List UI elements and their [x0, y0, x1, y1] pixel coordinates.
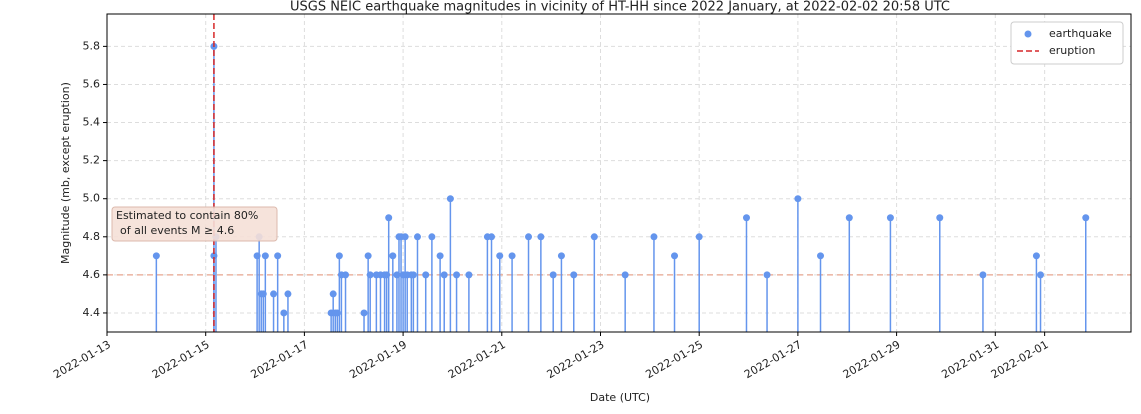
y-tick-label: 4.6	[83, 268, 101, 281]
point	[270, 290, 278, 298]
annotation-text: of all events M ≥ 4.6	[120, 224, 234, 237]
point	[413, 233, 421, 241]
point	[817, 252, 825, 260]
annotation-text: Estimated to contain 80%	[116, 209, 258, 222]
point	[385, 214, 393, 222]
point	[742, 214, 750, 222]
point	[886, 214, 894, 222]
point	[409, 271, 417, 279]
point	[979, 271, 987, 279]
point	[570, 271, 578, 279]
point	[671, 252, 679, 260]
x-tick-label: 2022-01-27	[742, 338, 804, 381]
y-tick-label: 5.2	[83, 154, 101, 167]
point	[465, 271, 473, 279]
point	[436, 252, 444, 260]
point	[335, 252, 343, 260]
point	[274, 252, 282, 260]
legend-label: eruption	[1049, 44, 1095, 57]
point	[342, 271, 350, 279]
y-tick-label: 5.6	[83, 77, 101, 90]
x-tick-label: 2022-01-13	[51, 338, 113, 381]
x-tick-label: 2022-01-17	[249, 338, 311, 381]
point	[794, 195, 802, 203]
point	[280, 309, 288, 317]
point	[366, 271, 374, 279]
x-tick-label: 2022-01-23	[545, 338, 607, 381]
point	[360, 309, 368, 317]
point	[695, 233, 703, 241]
x-tick-label: 2022-01-19	[347, 338, 409, 381]
point	[936, 214, 944, 222]
y-axis-label: Magnitude (mb, except eruption)	[59, 82, 72, 264]
point	[845, 214, 853, 222]
point	[763, 271, 771, 279]
legend-box	[1010, 21, 1124, 65]
point	[508, 252, 516, 260]
point	[557, 252, 565, 260]
y-tick-label: 5.4	[83, 116, 101, 129]
point	[590, 233, 598, 241]
point	[621, 271, 629, 279]
legend-label: earthquake	[1049, 27, 1112, 40]
x-axis-label: Date (UTC)	[590, 391, 650, 404]
point	[1032, 252, 1040, 260]
y-tick-label: 5.8	[83, 39, 101, 52]
point	[1037, 271, 1045, 279]
legend-marker	[1024, 30, 1032, 38]
annotation-box	[111, 206, 278, 242]
point	[488, 233, 496, 241]
point	[537, 233, 545, 241]
y-tick-label: 4.8	[83, 230, 101, 243]
point	[1082, 214, 1090, 222]
point	[284, 290, 292, 298]
point	[364, 252, 372, 260]
point	[152, 252, 160, 260]
point	[428, 233, 436, 241]
x-tick-label: 2022-01-15	[150, 338, 212, 381]
point	[440, 271, 448, 279]
point	[329, 290, 337, 298]
point	[549, 271, 557, 279]
point	[650, 233, 658, 241]
point	[496, 252, 504, 260]
chart-title: USGS NEIC earthquake magnitudes in vicin…	[290, 0, 950, 15]
plot-frame	[106, 13, 1132, 333]
y-tick-label: 4.4	[83, 306, 101, 319]
point	[389, 252, 397, 260]
x-tick-label: 2022-01-25	[643, 338, 705, 381]
point	[422, 271, 430, 279]
point	[446, 195, 454, 203]
x-tick-label: 2022-01-29	[841, 338, 903, 381]
y-tick-label: 5.0	[83, 192, 101, 205]
point	[261, 252, 269, 260]
point	[525, 233, 533, 241]
x-tick-label: 2022-01-21	[446, 338, 508, 381]
point	[453, 271, 461, 279]
point	[401, 233, 409, 241]
